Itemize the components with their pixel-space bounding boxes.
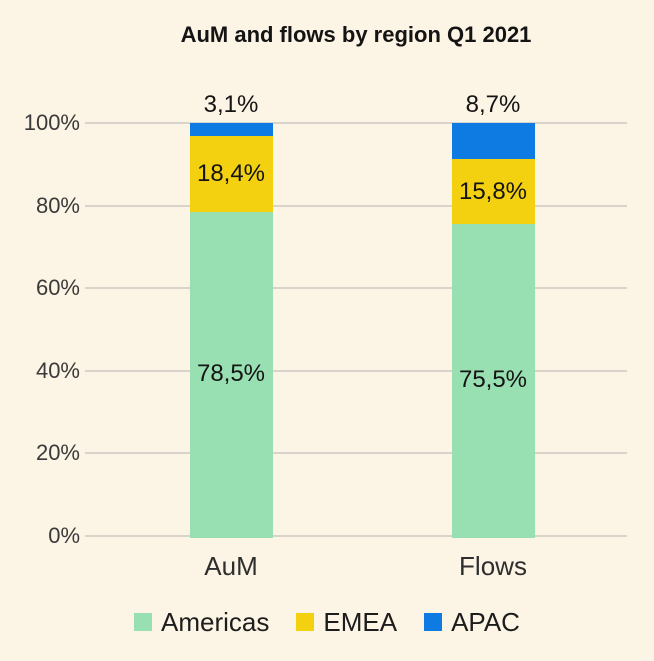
- y-axis-tick-label: 40%: [35, 358, 80, 383]
- value-label-emea-aum: 18,4%: [196, 159, 266, 187]
- y-axis-tick-label: 60%: [35, 275, 80, 300]
- legend-swatch-emea-icon: [296, 613, 315, 631]
- legend-item-americas: Americas: [134, 607, 269, 638]
- segment-americas-aum[interactable]: [189, 211, 273, 538]
- legend-item-emea: EMEA: [296, 607, 397, 638]
- legend-label: Americas: [161, 606, 270, 637]
- gridline-80: [85, 205, 627, 207]
- value-label-emea-flows: 15,8%: [458, 177, 528, 205]
- gridline-40: [85, 370, 627, 372]
- segment-emea-aum[interactable]: [189, 135, 273, 212]
- gridline-20: [85, 452, 627, 454]
- legend-label: APAC: [451, 606, 520, 637]
- chart-title: AuM and flows by region Q1 2021: [180, 22, 532, 47]
- segment-emea-flows[interactable]: [451, 158, 535, 225]
- x-axis-label-flows: Flows: [459, 551, 527, 581]
- y-axis-tick-label: 20%: [35, 440, 80, 465]
- gridline-60: [85, 287, 627, 289]
- value-label-apac-aum: 3,1%: [203, 91, 259, 118]
- legend-item-apac: APAC: [424, 607, 520, 638]
- segment-apac-aum[interactable]: [189, 123, 273, 136]
- legend-label: EMEA: [323, 606, 398, 637]
- chart-legend: Americas EMEA APAC: [0, 606, 654, 638]
- y-axis-tick-label: 0%: [48, 523, 80, 548]
- gridline-100: [85, 122, 627, 124]
- x-axis-label-aum: AuM: [204, 551, 258, 581]
- segment-americas-flows[interactable]: [451, 224, 535, 538]
- value-label-apac-flows: 8,7%: [465, 91, 521, 118]
- gridline-0: [85, 535, 627, 537]
- legend-swatch-americas-icon: [134, 613, 153, 631]
- y-axis-tick-label: 100%: [23, 110, 80, 135]
- value-label-americas-aum: 78,5%: [196, 359, 266, 387]
- y-axis-tick-label: 80%: [35, 193, 80, 218]
- segment-apac-flows[interactable]: [451, 123, 535, 159]
- legend-swatch-apac-icon: [424, 613, 443, 631]
- value-label-americas-flows: 75,5%: [458, 366, 528, 394]
